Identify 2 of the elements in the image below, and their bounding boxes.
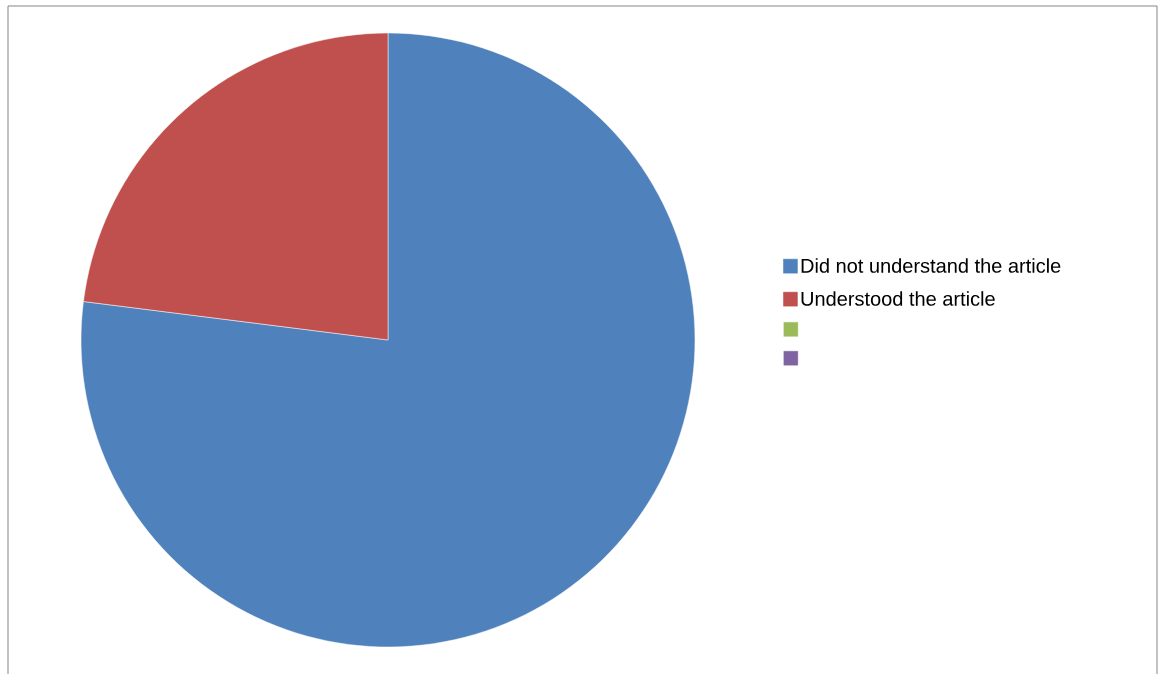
legend-label: Did not understand the article bbox=[801, 257, 1061, 273]
legend-label: Understood the article bbox=[801, 290, 995, 306]
